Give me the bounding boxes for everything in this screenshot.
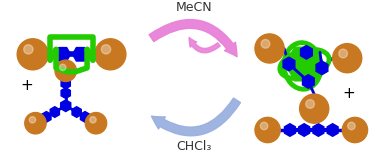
Polygon shape [72,107,81,117]
Polygon shape [316,61,328,75]
Text: +: + [343,86,356,101]
Circle shape [255,117,280,143]
FancyArrowPatch shape [149,20,237,57]
Circle shape [306,100,314,108]
Circle shape [25,113,46,134]
Circle shape [260,122,268,130]
Polygon shape [285,124,296,136]
Circle shape [95,39,126,70]
Circle shape [85,113,107,134]
Polygon shape [302,75,314,88]
Polygon shape [72,48,88,61]
Circle shape [29,117,36,123]
Polygon shape [283,57,295,71]
Polygon shape [50,107,60,117]
Polygon shape [61,78,70,89]
Polygon shape [61,100,71,111]
Polygon shape [80,111,90,122]
Circle shape [60,64,66,71]
Circle shape [90,117,96,123]
Circle shape [17,39,48,70]
Circle shape [300,94,329,123]
Text: CHCl₃: CHCl₃ [176,140,211,153]
Text: MeCN: MeCN [176,1,212,14]
FancyArrowPatch shape [189,37,220,53]
Circle shape [24,45,33,54]
Circle shape [101,45,111,54]
Circle shape [342,117,368,143]
Circle shape [261,39,270,48]
Polygon shape [300,46,312,59]
FancyArrowPatch shape [152,98,241,136]
Polygon shape [42,111,51,122]
Circle shape [348,122,355,130]
Polygon shape [299,124,310,136]
Polygon shape [313,124,324,136]
Text: +: + [20,78,33,93]
Circle shape [55,60,77,81]
Polygon shape [55,48,70,61]
Circle shape [255,34,284,63]
Polygon shape [61,88,70,98]
Polygon shape [327,124,338,136]
Polygon shape [285,47,324,81]
Circle shape [339,49,348,58]
Circle shape [333,44,362,73]
